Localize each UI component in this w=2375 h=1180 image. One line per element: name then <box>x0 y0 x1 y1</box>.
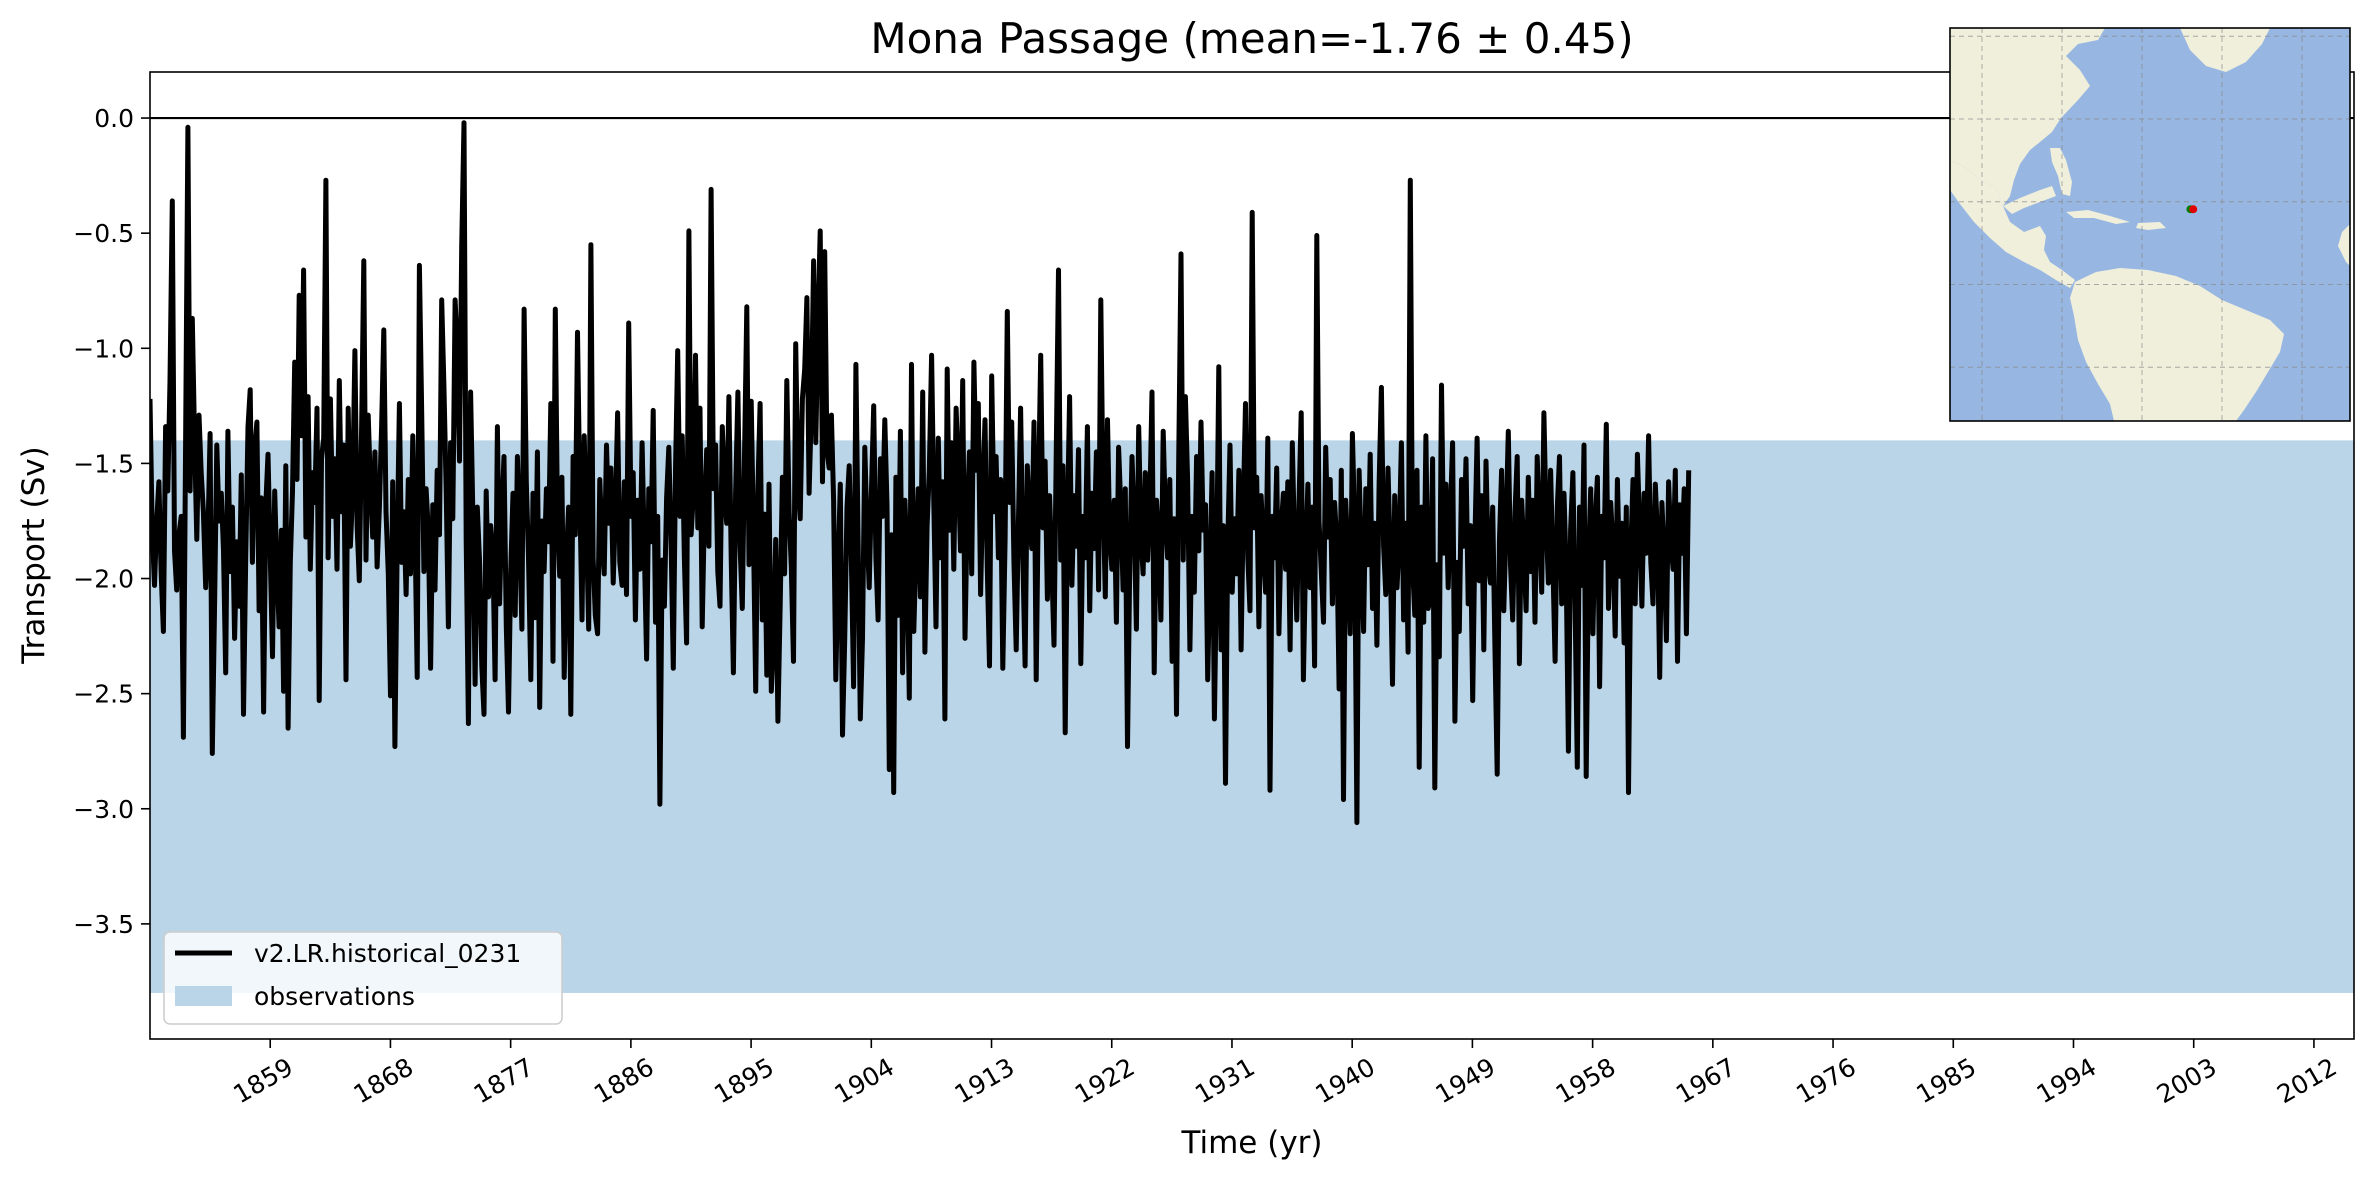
plot-frame <box>149 71 2355 1040</box>
map-land-gulf-coast <box>2003 186 2056 214</box>
plot-area <box>150 116 2354 993</box>
legend-box <box>163 931 563 1025</box>
x-tick-label: 1976 <box>1791 1052 1861 1109</box>
chart-title: Mona Passage (mean=-1.76 ± 0.45) <box>870 14 1633 63</box>
map-land-cuba <box>2066 210 2130 224</box>
map-land-north-america <box>1950 28 2105 206</box>
x-tick-label: 1985 <box>1911 1052 1981 1109</box>
x-tick-label: 2012 <box>2272 1052 2342 1109</box>
map-gridlines <box>1950 28 2350 421</box>
x-tick-label: 1940 <box>1310 1052 1380 1109</box>
x-tick-label: 1895 <box>709 1052 779 1109</box>
x-tick-label: 1958 <box>1551 1052 1621 1109</box>
x-tick-label: 1904 <box>829 1052 899 1109</box>
y-tick-label: −3.5 <box>73 910 134 939</box>
x-axis-label: Time (yr) <box>1181 1125 1323 1161</box>
y-axis-label: Transport (Sv) <box>16 446 52 665</box>
legend: v2.LR.historical_0231 observations <box>163 931 563 1025</box>
y-tick-label: 0.0 <box>94 104 134 133</box>
x-tick-label: 1886 <box>589 1052 659 1109</box>
x-tick-label: 1868 <box>349 1052 419 1109</box>
x-tick-label: 2003 <box>2152 1052 2222 1109</box>
x-tick-label: 1967 <box>1671 1052 1741 1109</box>
y-tick-label: −3.0 <box>73 795 134 824</box>
y-tick-label: −1.0 <box>73 334 134 363</box>
x-tick-label: 1922 <box>1070 1052 1140 1109</box>
legend-label-series: v2.LR.historical_0231 <box>254 939 521 968</box>
x-tick-label: 1913 <box>950 1052 1020 1109</box>
x-tick-label: 1859 <box>228 1052 298 1109</box>
map-marker-red <box>2189 205 2198 214</box>
map-land-west-africa <box>2338 224 2350 266</box>
x-tick-label: 1994 <box>2032 1052 2102 1109</box>
y-tick-label: −2.5 <box>73 680 134 709</box>
map-land-mexico-central-america <box>1950 160 2075 288</box>
inset-map <box>1949 27 2351 422</box>
map-land-south-america <box>2070 268 2284 421</box>
legend-label-observations: observations <box>254 982 415 1011</box>
y-tick-label: −1.5 <box>73 449 134 478</box>
map-land-greenland <box>2180 28 2270 72</box>
y-axis-ticks: 0.0 −0.5 −1.0 −1.5 −2.0 −2.5 −3.0 −3.5 <box>73 104 150 939</box>
inset-map-frame <box>1949 27 2351 422</box>
x-tick-label: 1877 <box>469 1052 539 1109</box>
map-land-hispaniola <box>2136 222 2166 230</box>
legend-swatch-observations <box>175 986 232 1006</box>
map-land-florida <box>2050 148 2072 196</box>
series-line-v2-lr-historical-0231 <box>150 120 1692 826</box>
y-tick-label: −2.0 <box>73 565 134 594</box>
x-axis-ticks: 1859 1868 1877 1886 1895 1904 1913 1922 1931 1940… <box>228 1039 2342 1109</box>
x-tick-label: 1949 <box>1431 1052 1501 1109</box>
y-tick-label: −0.5 <box>73 219 134 248</box>
x-tick-label: 1931 <box>1190 1052 1260 1109</box>
